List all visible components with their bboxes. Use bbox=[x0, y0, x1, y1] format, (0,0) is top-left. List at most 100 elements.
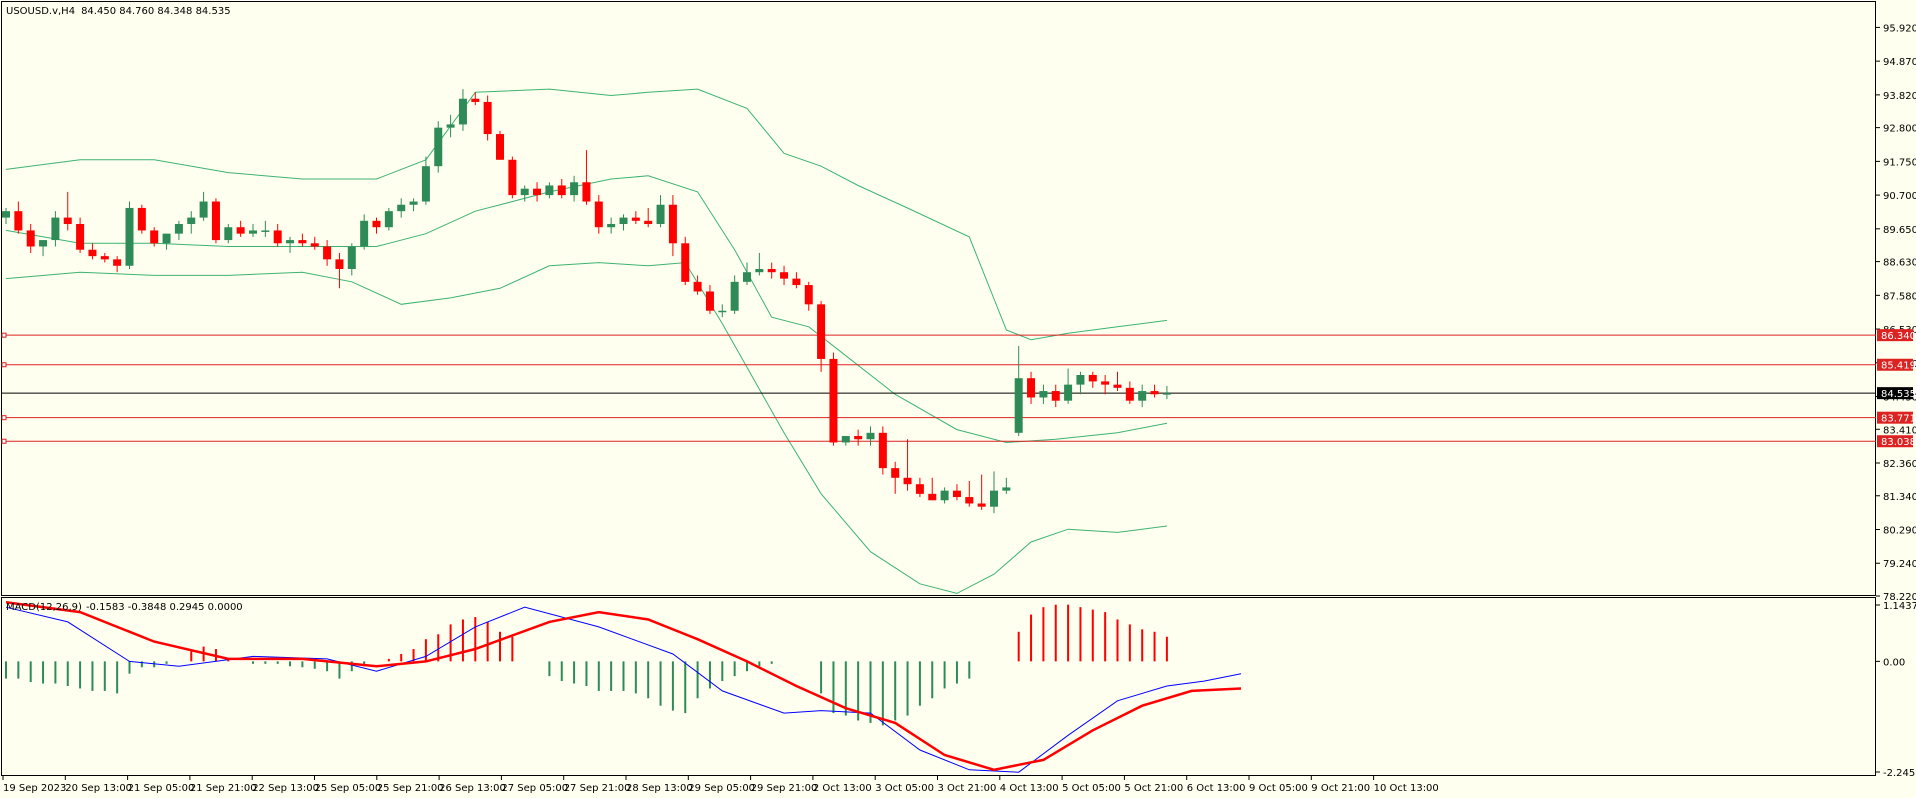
candle[interactable] bbox=[347, 243, 356, 276]
candle[interactable] bbox=[1088, 371, 1097, 388]
candle[interactable] bbox=[409, 198, 418, 212]
candle[interactable] bbox=[681, 236, 690, 286]
candle[interactable] bbox=[1051, 384, 1060, 408]
candle[interactable] bbox=[458, 89, 467, 131]
candles[interactable] bbox=[2, 89, 1171, 514]
candle[interactable] bbox=[14, 201, 23, 234]
candle[interactable] bbox=[705, 285, 714, 314]
candle[interactable] bbox=[397, 198, 406, 218]
candle[interactable] bbox=[199, 191, 208, 221]
candle[interactable] bbox=[2, 207, 10, 225]
candle[interactable] bbox=[854, 429, 863, 446]
candle[interactable] bbox=[780, 265, 789, 286]
candle[interactable] bbox=[446, 114, 455, 138]
candle[interactable] bbox=[150, 227, 159, 247]
candle[interactable] bbox=[137, 204, 146, 234]
candle[interactable] bbox=[1039, 384, 1048, 404]
candle[interactable] bbox=[545, 182, 554, 199]
candle[interactable] bbox=[211, 198, 220, 244]
candle[interactable] bbox=[1150, 384, 1159, 398]
candle[interactable] bbox=[1113, 371, 1122, 392]
candle[interactable] bbox=[940, 487, 949, 504]
candle[interactable] bbox=[915, 477, 924, 498]
candle[interactable] bbox=[384, 207, 393, 231]
candle[interactable] bbox=[323, 240, 332, 266]
candle[interactable] bbox=[1162, 385, 1171, 400]
candle[interactable] bbox=[693, 275, 702, 295]
candle[interactable] bbox=[878, 426, 887, 475]
candle[interactable] bbox=[817, 301, 826, 372]
candle[interactable] bbox=[310, 236, 319, 250]
candle[interactable] bbox=[76, 217, 85, 253]
candle[interactable] bbox=[1002, 477, 1011, 494]
candle[interactable] bbox=[63, 191, 72, 231]
candle[interactable] bbox=[570, 175, 579, 202]
candle[interactable] bbox=[792, 272, 801, 289]
candle[interactable] bbox=[965, 480, 974, 507]
candle[interactable] bbox=[1027, 371, 1036, 404]
candle[interactable] bbox=[39, 240, 48, 257]
level-handle[interactable] bbox=[1, 415, 7, 421]
candle[interactable] bbox=[508, 156, 517, 199]
level-handle[interactable] bbox=[1, 362, 7, 368]
candle[interactable] bbox=[236, 220, 245, 237]
candle[interactable] bbox=[607, 217, 616, 234]
candle[interactable] bbox=[261, 220, 270, 237]
candle[interactable] bbox=[1101, 374, 1110, 395]
candle[interactable] bbox=[273, 224, 282, 247]
candle[interactable] bbox=[471, 92, 480, 106]
candle[interactable] bbox=[594, 195, 603, 234]
candle[interactable] bbox=[520, 185, 529, 202]
level-handle[interactable] bbox=[1, 438, 7, 444]
candle[interactable] bbox=[162, 233, 171, 250]
candle[interactable] bbox=[928, 477, 937, 501]
candle[interactable] bbox=[755, 252, 764, 276]
candle[interactable] bbox=[582, 150, 591, 205]
candle[interactable] bbox=[952, 484, 961, 501]
candle[interactable] bbox=[1014, 346, 1023, 437]
candle[interactable] bbox=[891, 461, 900, 494]
price-pane[interactable]: USOUSD.v,H4 84.450 84.760 84.348 84.535 bbox=[1, 1, 1877, 596]
candle[interactable] bbox=[656, 195, 665, 228]
candle[interactable] bbox=[335, 252, 344, 289]
candle[interactable] bbox=[125, 201, 134, 269]
candle[interactable] bbox=[730, 275, 739, 314]
candle[interactable] bbox=[533, 182, 542, 202]
candle[interactable] bbox=[718, 304, 727, 318]
level-handle[interactable] bbox=[1, 332, 7, 338]
candle[interactable] bbox=[743, 262, 751, 286]
candle[interactable] bbox=[100, 252, 109, 263]
candle[interactable] bbox=[866, 426, 875, 446]
candle[interactable] bbox=[434, 121, 443, 173]
macd-pane[interactable]: MACD(12,26,9) -0.1583 -0.3848 0.2945 0.00… bbox=[1, 597, 1876, 776]
candle[interactable] bbox=[26, 224, 35, 253]
candle[interactable] bbox=[286, 236, 295, 253]
candle[interactable] bbox=[421, 156, 430, 205]
candle[interactable] bbox=[496, 130, 504, 160]
candle[interactable] bbox=[767, 262, 776, 279]
candle[interactable] bbox=[174, 220, 183, 241]
candle[interactable] bbox=[619, 214, 628, 231]
candle[interactable] bbox=[1125, 381, 1134, 404]
candle[interactable] bbox=[668, 195, 677, 257]
candle[interactable] bbox=[372, 217, 381, 234]
candle[interactable] bbox=[644, 207, 653, 228]
candle[interactable] bbox=[1064, 368, 1073, 404]
candle[interactable] bbox=[977, 474, 986, 510]
candle[interactable] bbox=[631, 211, 640, 225]
candle[interactable] bbox=[483, 95, 492, 141]
candle[interactable] bbox=[113, 256, 122, 273]
candle[interactable] bbox=[187, 211, 196, 234]
candle[interactable] bbox=[557, 179, 566, 199]
candle[interactable] bbox=[829, 352, 838, 446]
candle[interactable] bbox=[903, 439, 912, 491]
candle[interactable] bbox=[841, 436, 850, 446]
candle[interactable] bbox=[51, 211, 60, 247]
candle[interactable] bbox=[224, 224, 233, 244]
candle[interactable] bbox=[298, 233, 307, 247]
candle[interactable] bbox=[804, 281, 813, 311]
horizontal-levels[interactable] bbox=[1, 332, 1876, 444]
candle[interactable] bbox=[360, 214, 369, 250]
candle[interactable] bbox=[88, 243, 97, 260]
